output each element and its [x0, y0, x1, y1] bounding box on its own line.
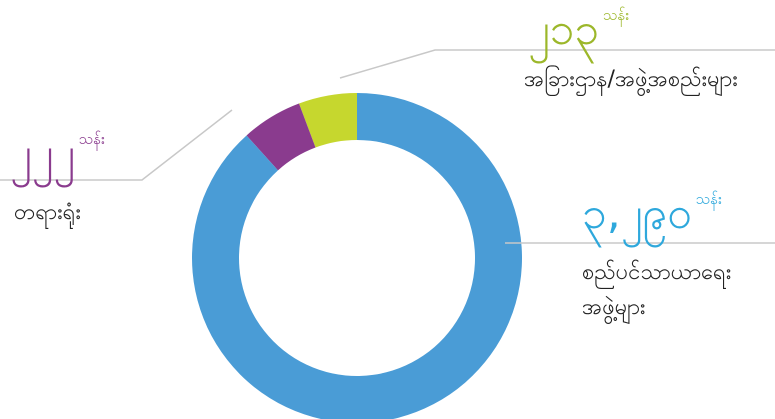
value-label: ၃,၂၉၀ သန်း: [582, 192, 722, 236]
leader-line: [0, 109, 233, 181]
value-label: ၂၂၂ သန်း: [10, 132, 105, 176]
value-text: ၂၂၂: [10, 128, 75, 179]
donut-slice: [246, 103, 316, 171]
leader-line: [339, 49, 775, 79]
category-label: အခြားဌာန/အဖွဲ့အစည်းများ: [524, 67, 738, 92]
donut-slice: [192, 93, 522, 419]
value-text: ၃,၂၉၀: [582, 188, 692, 239]
donut-slice: [298, 93, 357, 148]
unit-label: သန်း: [603, 6, 630, 24]
unit-label: သန်း: [78, 130, 105, 148]
value-text: ၂၁၃: [528, 4, 600, 55]
unit-label: သန်း: [695, 190, 722, 208]
category-label: စည်ပင်သာယာရေး အဖွဲ့များ: [582, 260, 732, 320]
value-label: ၂၁၃ သန်း: [528, 8, 629, 52]
category-label: တရားရုံး: [14, 200, 81, 225]
